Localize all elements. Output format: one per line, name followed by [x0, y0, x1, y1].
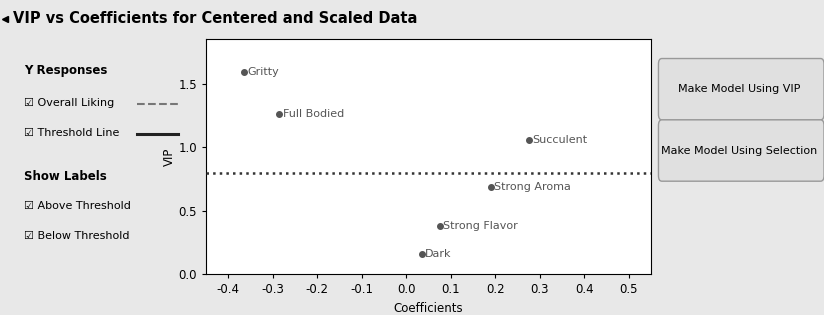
Text: Gritty: Gritty	[247, 67, 279, 77]
Text: Full Bodied: Full Bodied	[283, 109, 344, 118]
Text: Succulent: Succulent	[532, 135, 588, 145]
Text: Make Model Using VIP: Make Model Using VIP	[678, 84, 801, 94]
Text: Make Model Using Selection: Make Model Using Selection	[662, 146, 817, 156]
Text: Dark: Dark	[425, 249, 452, 259]
Text: VIP vs Coefficients for Centered and Scaled Data: VIP vs Coefficients for Centered and Sca…	[13, 11, 418, 26]
X-axis label: Coefficients: Coefficients	[394, 302, 463, 315]
Text: ☑ Below Threshold: ☑ Below Threshold	[24, 231, 129, 241]
Text: Show Labels: Show Labels	[24, 170, 107, 183]
Text: Strong Flavor: Strong Flavor	[443, 221, 518, 232]
FancyBboxPatch shape	[658, 120, 824, 181]
Text: ☑ Overall Liking: ☑ Overall Liking	[24, 98, 115, 107]
Text: ☑ Threshold Line: ☑ Threshold Line	[24, 128, 119, 138]
Text: ☑ Above Threshold: ☑ Above Threshold	[24, 201, 131, 211]
FancyBboxPatch shape	[658, 59, 824, 120]
Y-axis label: VIP: VIP	[162, 147, 176, 166]
Text: Y Responses: Y Responses	[24, 64, 108, 77]
Text: Strong Aroma: Strong Aroma	[494, 182, 571, 192]
